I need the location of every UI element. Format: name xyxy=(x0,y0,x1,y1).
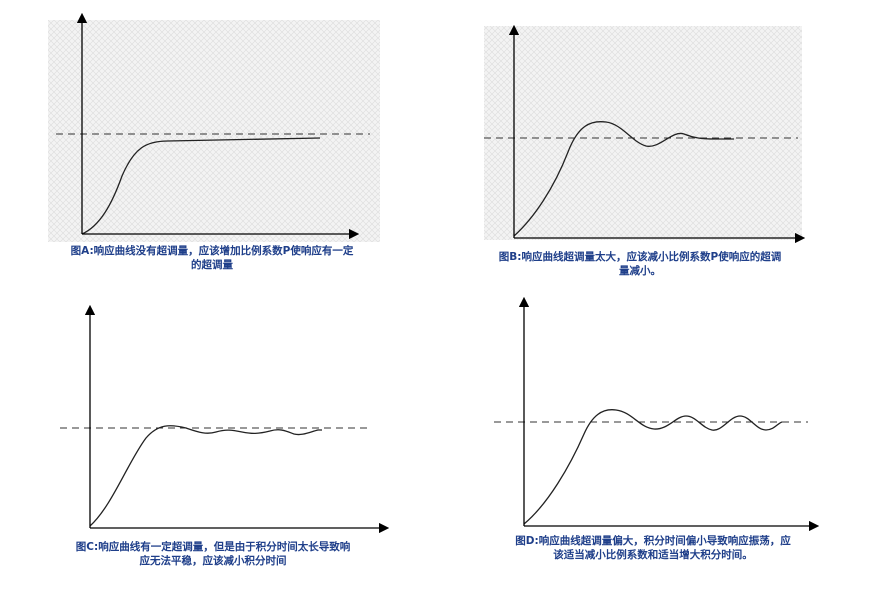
caption-d-line2: 该适当减小比例系数和适当增大积分时间。 xyxy=(553,549,753,561)
panel-b: 图B:响应曲线超调量太大，应该减小比例系数P使响应的超调 量减小。 xyxy=(480,22,820,292)
response-curve xyxy=(513,120,734,237)
caption-b-line2: 量减小。 xyxy=(619,265,661,277)
caption-d: 图D:响应曲线超调量偏大，积分时间偏小导致响应振荡，应 该适当减小比例系数和适当… xyxy=(478,534,828,562)
caption-d-line1: 图D:响应曲线超调量偏大，积分时间偏小导致响应振荡，应 xyxy=(515,535,791,547)
caption-c-line1: 图C:响应曲线有一定超调量，但是由于积分时间太长导致响 xyxy=(75,541,351,553)
step-response-chart-c xyxy=(60,304,390,534)
step-response-chart-a xyxy=(48,12,380,242)
caption-a-line1: 图A:响应曲线没有超调量，应该增加比例系数P使响应有一定 xyxy=(70,245,354,257)
panel-a: 图A:响应曲线没有超调量，应该增加比例系数P使响应有一定 的超调量 xyxy=(48,12,388,294)
panel-c: 图C:响应曲线有一定超调量，但是由于积分时间太长导致响 应无法平稳，应该减小积分… xyxy=(50,304,400,576)
step-response-chart-d xyxy=(494,296,820,532)
panel-d: 图D:响应曲线超调量偏大，积分时间偏小导致响应振荡，应 该适当减小比例系数和适当… xyxy=(478,296,840,576)
response-curve xyxy=(89,425,322,527)
caption-c: 图C:响应曲线有一定超调量，但是由于积分时间太长导致响 应无法平稳，应该减小积分… xyxy=(38,540,388,568)
caption-b-line1: 图B:响应曲线超调量太大，应该减小比例系数P使响应的超调 xyxy=(498,251,782,263)
step-response-chart-b xyxy=(484,24,806,244)
hatched-background xyxy=(48,20,380,242)
caption-b: 图B:响应曲线超调量太大，应该减小比例系数P使响应的超调 量减小。 xyxy=(470,250,810,278)
response-curve xyxy=(81,137,321,235)
caption-c-line2: 应无法平稳，应该减小积分时间 xyxy=(139,555,287,567)
caption-a: 图A:响应曲线没有超调量，应该增加比例系数P使响应有一定 的超调量 xyxy=(42,244,382,272)
caption-a-line2: 的超调量 xyxy=(191,259,233,271)
hatched-background xyxy=(484,26,802,240)
response-curve xyxy=(523,409,783,525)
